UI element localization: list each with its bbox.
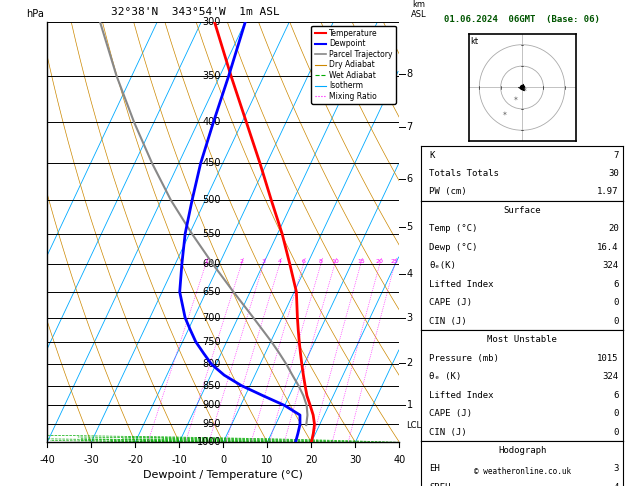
Text: 450: 450 bbox=[203, 158, 221, 169]
Text: θₑ(K): θₑ(K) bbox=[430, 261, 457, 270]
Text: 7: 7 bbox=[406, 122, 413, 132]
Text: 1015: 1015 bbox=[597, 354, 619, 363]
Text: 7: 7 bbox=[613, 151, 619, 159]
Text: © weatheronline.co.uk: © weatheronline.co.uk bbox=[474, 467, 571, 476]
Text: 700: 700 bbox=[203, 312, 221, 323]
Text: 750: 750 bbox=[203, 337, 221, 347]
Text: Most Unstable: Most Unstable bbox=[487, 335, 557, 344]
Text: 30: 30 bbox=[349, 455, 362, 465]
Text: 6: 6 bbox=[406, 174, 413, 184]
Text: Dewp (°C): Dewp (°C) bbox=[430, 243, 478, 252]
Text: 0: 0 bbox=[613, 298, 619, 307]
Text: 1000: 1000 bbox=[197, 437, 221, 447]
Text: θₑ (K): θₑ (K) bbox=[430, 372, 462, 381]
Text: 600: 600 bbox=[203, 259, 221, 269]
Text: 1: 1 bbox=[204, 259, 208, 264]
Text: 1: 1 bbox=[406, 400, 413, 410]
Text: 0: 0 bbox=[613, 317, 619, 326]
Text: Dewpoint / Temperature (°C): Dewpoint / Temperature (°C) bbox=[143, 469, 303, 480]
Text: kt: kt bbox=[470, 37, 479, 46]
Text: Temp (°C): Temp (°C) bbox=[430, 225, 478, 233]
Text: -20: -20 bbox=[127, 455, 143, 465]
Text: 324: 324 bbox=[603, 261, 619, 270]
Text: 20: 20 bbox=[376, 259, 384, 264]
Text: 20: 20 bbox=[305, 455, 318, 465]
Text: 400: 400 bbox=[203, 117, 221, 127]
Text: 3: 3 bbox=[406, 313, 413, 323]
Text: 6: 6 bbox=[301, 259, 306, 264]
Text: $✶$: $✶$ bbox=[521, 85, 528, 94]
Legend: Temperature, Dewpoint, Parcel Trajectory, Dry Adiabat, Wet Adiabat, Isotherm, Mi: Temperature, Dewpoint, Parcel Trajectory… bbox=[311, 26, 396, 104]
Text: km
ASL: km ASL bbox=[411, 0, 426, 19]
Text: 3: 3 bbox=[613, 465, 619, 473]
Text: CIN (J): CIN (J) bbox=[430, 428, 467, 436]
Text: CIN (J): CIN (J) bbox=[430, 317, 467, 326]
Text: 550: 550 bbox=[203, 228, 221, 239]
Text: 0: 0 bbox=[613, 428, 619, 436]
Text: 850: 850 bbox=[203, 381, 221, 391]
Text: $✶$: $✶$ bbox=[501, 108, 509, 118]
Text: 15: 15 bbox=[357, 259, 365, 264]
Text: 0: 0 bbox=[613, 409, 619, 418]
Text: 40: 40 bbox=[393, 455, 406, 465]
Text: 0: 0 bbox=[220, 455, 226, 465]
Text: K: K bbox=[430, 151, 435, 159]
Text: 10: 10 bbox=[261, 455, 274, 465]
Text: $✶$: $✶$ bbox=[512, 94, 520, 103]
Text: SREH: SREH bbox=[430, 483, 451, 486]
Text: 900: 900 bbox=[203, 400, 221, 411]
Text: 10: 10 bbox=[331, 259, 338, 264]
Text: 350: 350 bbox=[203, 70, 221, 81]
Text: CAPE (J): CAPE (J) bbox=[430, 409, 472, 418]
Text: Mixing Ratio (g/kg): Mixing Ratio (g/kg) bbox=[430, 192, 439, 272]
Text: hPa: hPa bbox=[26, 9, 44, 19]
Text: Hodograph: Hodograph bbox=[498, 446, 546, 455]
Text: 20: 20 bbox=[608, 225, 619, 233]
Text: 16.4: 16.4 bbox=[597, 243, 619, 252]
Text: 25: 25 bbox=[391, 259, 399, 264]
Text: 800: 800 bbox=[203, 359, 221, 369]
Text: Totals Totals: Totals Totals bbox=[430, 169, 499, 178]
Text: 1.97: 1.97 bbox=[597, 188, 619, 196]
Text: LCL: LCL bbox=[406, 420, 421, 430]
Text: Surface: Surface bbox=[503, 206, 541, 215]
Text: CAPE (J): CAPE (J) bbox=[430, 298, 472, 307]
Text: Lifted Index: Lifted Index bbox=[430, 391, 494, 399]
Text: 300: 300 bbox=[203, 17, 221, 27]
Text: 6: 6 bbox=[613, 280, 619, 289]
Text: 5: 5 bbox=[406, 222, 413, 232]
Text: EH: EH bbox=[430, 465, 440, 473]
Text: 01.06.2024  06GMT  (Base: 06): 01.06.2024 06GMT (Base: 06) bbox=[444, 15, 600, 24]
Text: 500: 500 bbox=[203, 195, 221, 205]
Text: 2: 2 bbox=[406, 358, 413, 367]
Text: 30: 30 bbox=[608, 169, 619, 178]
Text: -10: -10 bbox=[171, 455, 187, 465]
Text: 6: 6 bbox=[613, 391, 619, 399]
Text: 650: 650 bbox=[203, 287, 221, 297]
Text: Lifted Index: Lifted Index bbox=[430, 280, 494, 289]
Text: 32°38'N  343°54'W  1m ASL: 32°38'N 343°54'W 1m ASL bbox=[111, 7, 279, 17]
Text: 3: 3 bbox=[262, 259, 265, 264]
Text: 2: 2 bbox=[240, 259, 243, 264]
Text: 324: 324 bbox=[603, 372, 619, 381]
Text: -30: -30 bbox=[83, 455, 99, 465]
Text: -40: -40 bbox=[39, 455, 55, 465]
Text: 950: 950 bbox=[203, 419, 221, 429]
Text: 4: 4 bbox=[278, 259, 282, 264]
Text: 4: 4 bbox=[406, 269, 413, 278]
Text: 8: 8 bbox=[319, 259, 323, 264]
Text: 8: 8 bbox=[406, 69, 413, 79]
Text: PW (cm): PW (cm) bbox=[430, 188, 467, 196]
Text: 4: 4 bbox=[613, 483, 619, 486]
Text: Pressure (mb): Pressure (mb) bbox=[430, 354, 499, 363]
